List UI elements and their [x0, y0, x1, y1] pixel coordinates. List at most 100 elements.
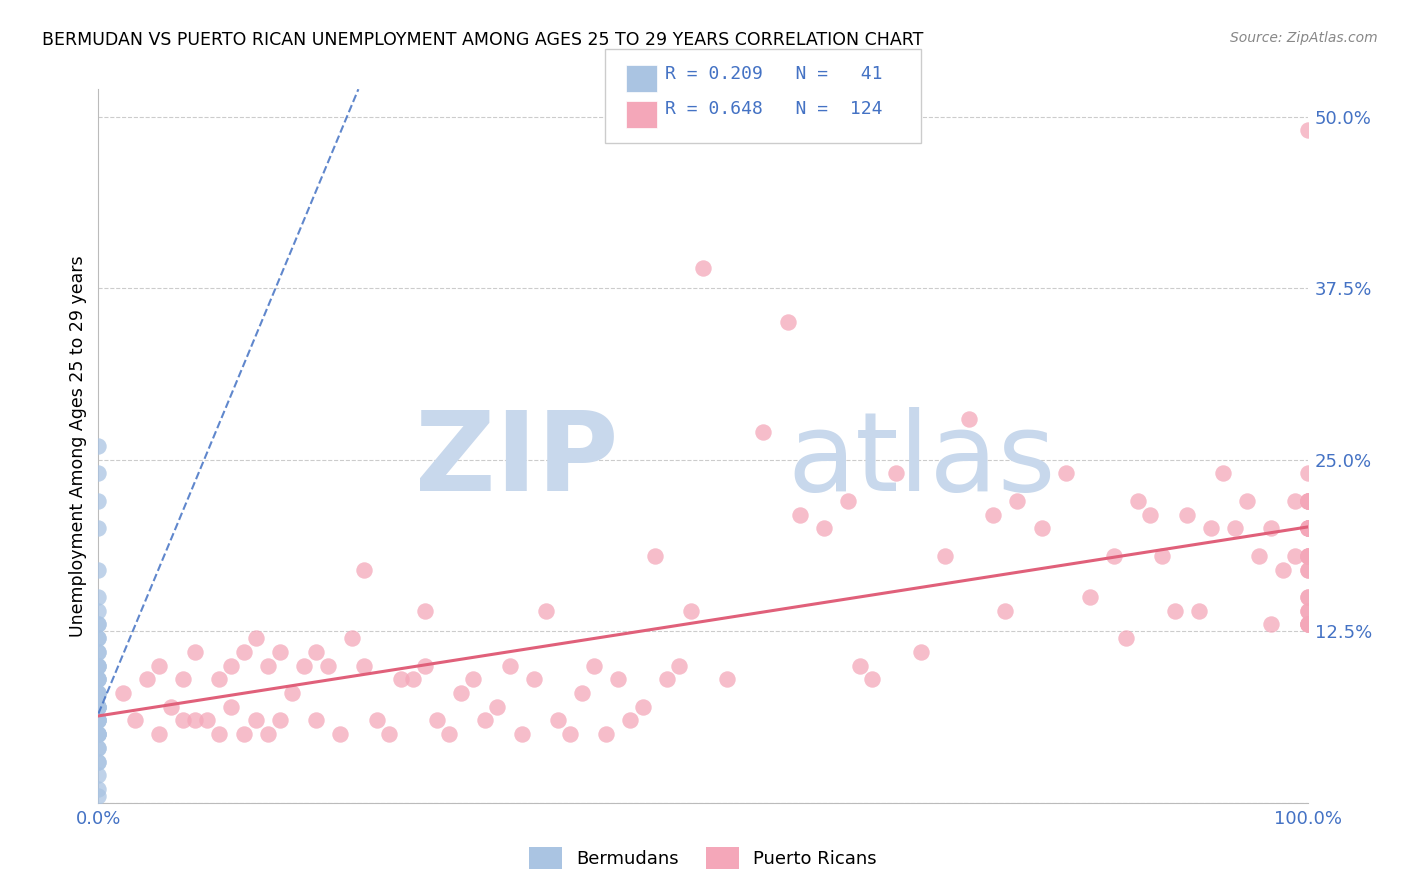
Text: R = 0.648   N =  124: R = 0.648 N = 124	[665, 100, 883, 118]
Point	[437, 727, 460, 741]
Point	[934, 549, 956, 563]
Point	[679, 604, 702, 618]
Point	[124, 714, 146, 728]
Point	[172, 714, 194, 728]
Point	[1296, 521, 1319, 535]
Point	[281, 686, 304, 700]
Point	[87, 658, 110, 673]
Point	[716, 673, 738, 687]
Point	[87, 699, 110, 714]
Point	[87, 645, 110, 659]
Point	[1296, 562, 1319, 576]
Point	[172, 673, 194, 687]
Point	[87, 714, 110, 728]
Point	[245, 631, 267, 645]
Point	[87, 714, 110, 728]
Point	[1284, 549, 1306, 563]
Point	[208, 673, 231, 687]
Point	[1296, 521, 1319, 535]
Point	[353, 658, 375, 673]
Point	[1296, 549, 1319, 563]
Point	[558, 727, 581, 741]
Point	[221, 699, 243, 714]
Point	[87, 699, 110, 714]
Point	[87, 686, 110, 700]
Point	[1054, 467, 1077, 481]
Point	[87, 562, 110, 576]
Point	[87, 727, 110, 741]
Legend: Bermudans, Puerto Ricans: Bermudans, Puerto Ricans	[522, 839, 884, 876]
Point	[208, 727, 231, 741]
Point	[87, 617, 110, 632]
Point	[426, 714, 449, 728]
Point	[87, 631, 110, 645]
Point	[87, 494, 110, 508]
Point	[1102, 549, 1125, 563]
Point	[87, 755, 110, 769]
Point	[1296, 549, 1319, 563]
Point	[1296, 617, 1319, 632]
Point	[87, 590, 110, 604]
Point	[994, 604, 1017, 618]
Point	[87, 740, 110, 755]
Point	[1296, 590, 1319, 604]
Point	[377, 727, 399, 741]
Point	[256, 658, 278, 673]
Point	[886, 467, 908, 481]
Point	[583, 658, 606, 673]
Point	[534, 604, 557, 618]
Text: Source: ZipAtlas.com: Source: ZipAtlas.com	[1230, 31, 1378, 45]
Point	[1296, 521, 1319, 535]
Point	[1260, 617, 1282, 632]
Point	[148, 658, 170, 673]
Point	[1296, 549, 1319, 563]
Point	[837, 494, 859, 508]
Point	[111, 686, 134, 700]
Point	[402, 673, 425, 687]
Point	[87, 699, 110, 714]
Point	[547, 714, 569, 728]
Point	[232, 645, 254, 659]
Point	[1260, 521, 1282, 535]
Point	[1296, 549, 1319, 563]
Text: ZIP: ZIP	[415, 407, 619, 514]
Point	[329, 727, 352, 741]
Point	[413, 604, 436, 618]
Point	[87, 686, 110, 700]
Point	[87, 755, 110, 769]
Point	[87, 727, 110, 741]
Point	[1115, 631, 1137, 645]
Point	[981, 508, 1004, 522]
Point	[1296, 521, 1319, 535]
Point	[316, 658, 339, 673]
Point	[87, 768, 110, 782]
Point	[1163, 604, 1185, 618]
Point	[292, 658, 315, 673]
Point	[1296, 617, 1319, 632]
Point	[860, 673, 883, 687]
Point	[1296, 494, 1319, 508]
Point	[1296, 494, 1319, 508]
Point	[849, 658, 872, 673]
Point	[366, 714, 388, 728]
Point	[305, 714, 328, 728]
Point	[1078, 590, 1101, 604]
Point	[474, 714, 496, 728]
Point	[595, 727, 617, 741]
Point	[607, 673, 630, 687]
Point	[1296, 604, 1319, 618]
Point	[752, 425, 775, 440]
Point	[1296, 521, 1319, 535]
Point	[87, 727, 110, 741]
Point	[1188, 604, 1211, 618]
Point	[87, 604, 110, 618]
Point	[498, 658, 520, 673]
Point	[644, 549, 666, 563]
Point	[269, 714, 291, 728]
Point	[87, 521, 110, 535]
Point	[87, 631, 110, 645]
Point	[813, 521, 835, 535]
Point	[1199, 521, 1222, 535]
Point	[668, 658, 690, 673]
Point	[1296, 617, 1319, 632]
